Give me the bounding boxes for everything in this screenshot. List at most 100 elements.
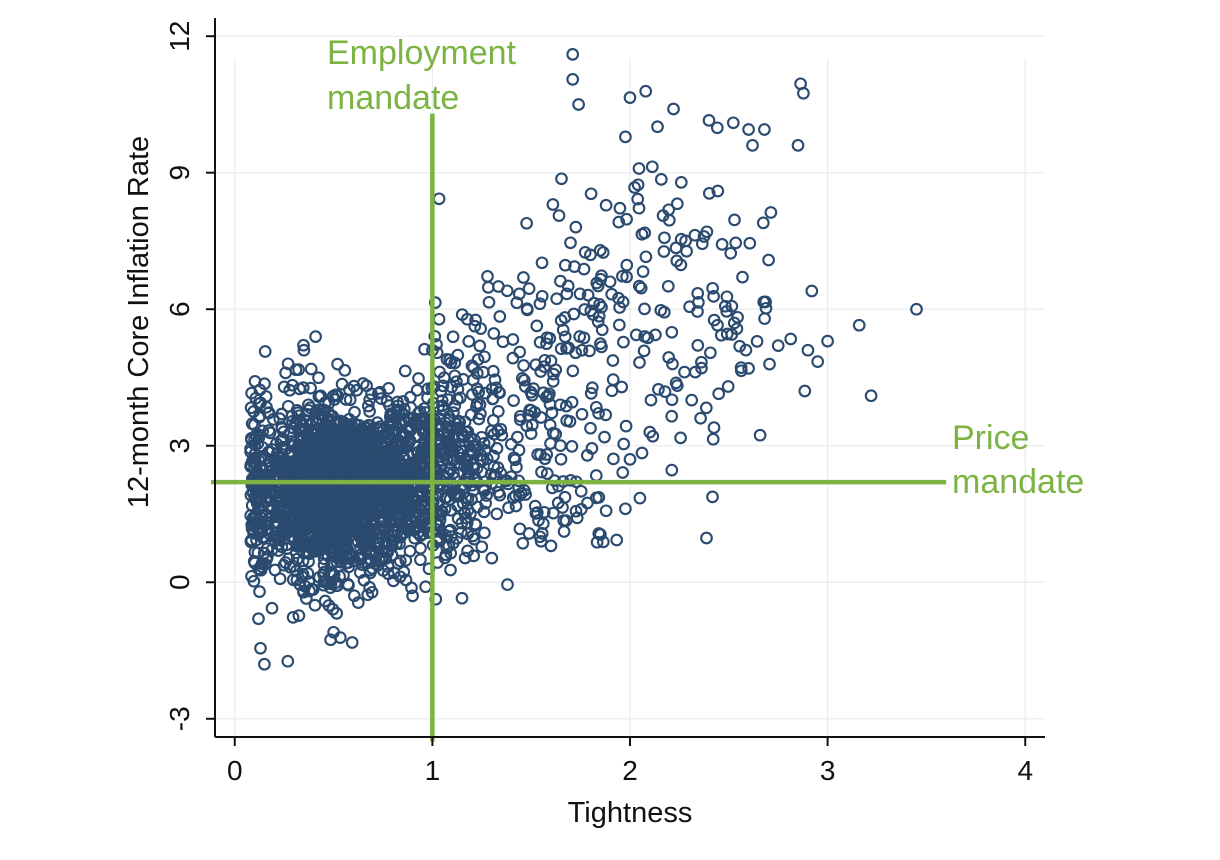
scatter-point [304,381,317,395]
scatter-point [697,230,711,243]
scatter-point [269,510,283,524]
scatter-point [852,318,866,332]
scatter-point [706,432,720,446]
scatter-point [419,580,432,594]
scatter-point [623,453,637,466]
scatter-point [299,592,313,605]
scatter-point [694,411,707,425]
scatter-point [477,505,491,519]
scatter-point [670,254,684,268]
scatter-point [593,244,607,257]
scatter-point [711,184,725,198]
scatter-point [502,501,515,515]
scatter-point [354,428,368,441]
scatter-point [599,504,613,518]
scatter-point [453,457,466,470]
scatter-point [534,534,548,548]
y-tick-label: -3 [164,706,195,731]
scatter-point [634,281,648,295]
scatter-point [352,419,366,432]
scatter-point [443,462,456,476]
scatter-point [743,236,757,250]
scatter-point [432,192,446,206]
scatter-point [403,485,416,498]
scatter-point [398,526,411,539]
scatter-point [387,574,400,588]
scatter-point [762,253,775,267]
scatter-point [486,414,500,427]
scatter-point [702,187,716,200]
scatter-point [543,418,557,432]
y-tick-label: 9 [164,165,195,181]
scatter-point [331,430,345,443]
scatter-point [265,543,279,557]
scatter-point [436,379,450,393]
scatter-point [283,560,297,574]
scatter-point [736,270,749,284]
scatter-point [361,588,375,602]
scatter-point [644,393,658,407]
scatter-point [670,197,684,211]
scatter-point [702,114,716,127]
scatter-point [342,578,355,592]
scatter-point [326,556,339,570]
scatter-point [245,417,259,431]
scatter-point [612,215,626,229]
scatter-point [560,414,574,427]
scatter-point [444,563,457,577]
scatter-point [462,335,476,348]
scatter-point [395,445,408,458]
scatter-point [632,279,646,293]
scatter-point [389,496,403,510]
scatter-point [428,329,442,343]
scatter-point [658,231,671,245]
y-tick-label: 3 [164,438,195,454]
scatter-point [756,216,770,230]
scatter-point [443,353,457,367]
scatter-point [531,448,545,461]
scatter-point [314,490,328,504]
scatter-point [340,419,354,432]
scatter-point [317,568,330,581]
x-tick-label: 4 [1017,755,1033,786]
scatter-point [278,519,291,533]
scatter-point [649,328,662,342]
scatter-point [554,452,568,466]
scatter-point [794,77,807,91]
scatter-point [674,176,688,189]
scatter-point [252,612,265,626]
scatter-point [428,296,442,309]
scatter-point [252,501,266,515]
scatter-point [758,312,771,325]
scatter-point [343,393,357,407]
scatter-point [273,412,287,425]
scatter-point [490,442,504,455]
scatter-point [610,533,624,547]
scatter-point [739,343,753,357]
scatter-point [385,549,399,562]
scatter-point [418,342,431,356]
scatter-point [464,408,478,422]
scatter-point [338,364,352,377]
scatter-point [596,535,610,549]
scatter-point [418,427,432,440]
scatter-point [361,552,375,565]
scatter-point [450,375,463,389]
scatter-point [491,424,505,438]
scatter-point [309,330,322,343]
scatter-point [559,399,573,413]
scatter-point [393,554,407,568]
scatter-point [606,354,620,367]
scatter-point [665,463,679,477]
scatter-point [715,238,729,251]
scatter-point [575,407,589,421]
scatter-point [584,187,598,201]
scatter-point [572,98,585,111]
scatter-point [652,383,665,396]
scatter-point [558,490,572,504]
scatter-point [489,381,503,395]
scatter-point [637,344,651,358]
scatter-point [512,287,526,301]
scatter-point [607,452,620,466]
